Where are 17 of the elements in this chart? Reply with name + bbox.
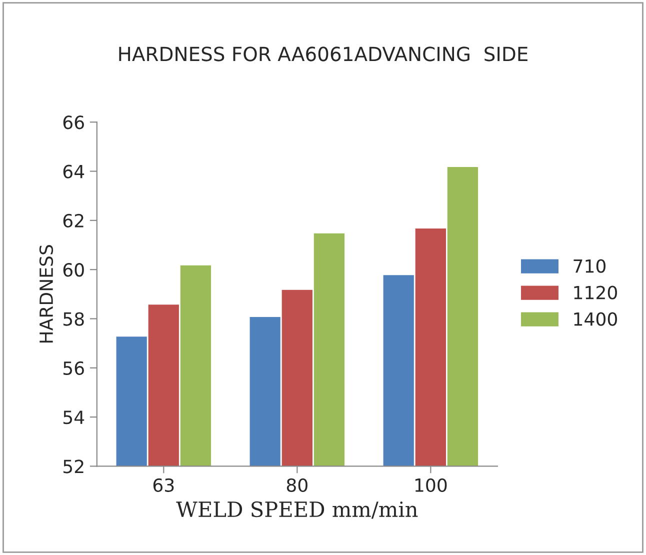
y-tick-label: 60 [63, 263, 84, 277]
y-tick-label: 54 [64, 410, 84, 424]
y-tick-label: 56 [64, 361, 84, 375]
y-tick-label: 62 [63, 214, 84, 228]
legend-label: 1400 [574, 312, 617, 326]
x-tick-label: 100 [415, 478, 447, 492]
legend-label: 710 [574, 259, 606, 273]
y-axis-title: HARDNESS [39, 245, 54, 342]
y-tick-label: 52 [64, 460, 84, 474]
y-tick-label: 58 [64, 312, 84, 326]
x-tick-label: 80 [286, 478, 308, 492]
x-axis-title: WELD SPEED mm/min [176, 501, 418, 519]
legend-label: 1120 [574, 286, 617, 300]
x-tick-label: 63 [153, 478, 174, 492]
chart-title: HARDNESS FOR AA6061ADVANCING SIDE [119, 46, 528, 62]
y-tick-label: 66 [63, 116, 84, 130]
y-tick-label: 64 [63, 164, 84, 178]
